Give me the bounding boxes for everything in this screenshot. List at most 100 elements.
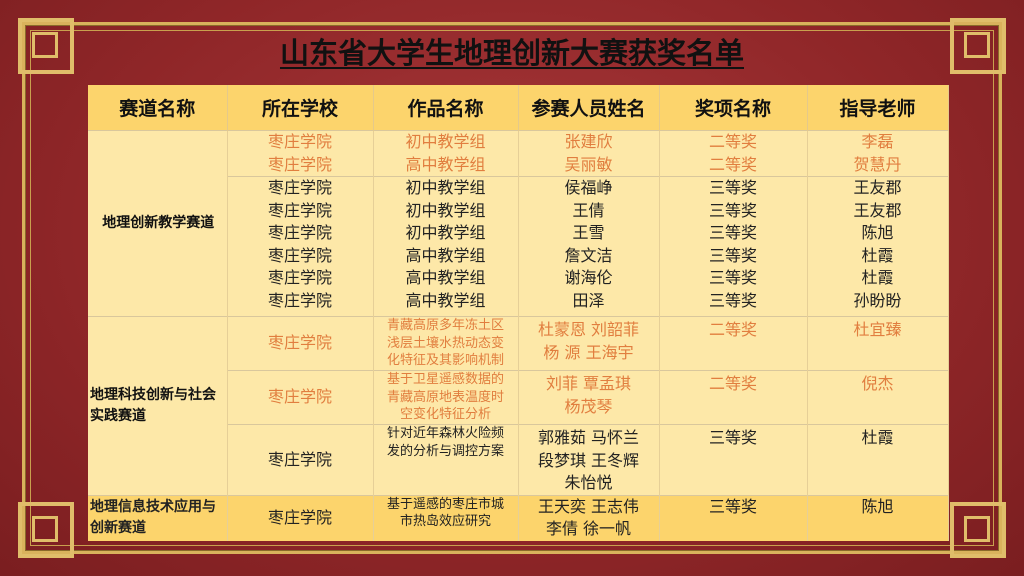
members-line: 谢海伦	[564, 268, 613, 287]
award-line: 三等奖	[708, 428, 757, 447]
award-line: 三等奖	[708, 268, 757, 287]
header-track: 赛道名称	[88, 85, 228, 131]
members-line: 杨 源 王海宇	[543, 342, 634, 362]
work-cell: 针对近年森林火险频 发的分析与调控方案	[373, 424, 519, 495]
award-cell: 三等奖	[659, 424, 808, 495]
advisor-line: 陈旭	[861, 496, 894, 516]
advisor-line: 陈旭	[861, 223, 894, 242]
decorative-frame	[22, 22, 1002, 554]
members-line: 王雪	[572, 223, 605, 242]
members-cell: 刘菲 覃孟琪 杨茂琴	[518, 370, 660, 425]
fretwork-corner-ornament	[18, 18, 74, 74]
work-line: 初中教学组	[405, 178, 486, 197]
advisor-line: 贺慧丹	[853, 154, 902, 174]
members-line: 王倩	[572, 200, 605, 220]
school-line: 枣庄学院	[267, 178, 332, 197]
work-line: 高中教学组	[405, 290, 486, 310]
work-cell: 基于卫星遥感数据的 青藏高原地表温度时 空变化特征分析	[373, 370, 519, 425]
work-line: 初中教学组	[405, 223, 486, 242]
members-line: 杜蒙恩 刘韶菲	[537, 320, 640, 339]
advisor-line: 杜霞	[861, 428, 894, 447]
title-text: 山东省大学生地理创新大赛获奖名单	[279, 36, 744, 70]
school-line: 枣庄学院	[267, 223, 332, 242]
header-members: 参赛人员姓名	[518, 85, 660, 131]
members-line: 李倩 徐一帆	[545, 519, 632, 538]
work-line: 高中教学组	[405, 154, 486, 174]
members-line: 朱怡悦	[564, 473, 613, 492]
work-cell: 基于遥感的枣庄市城 市热岛效应研究	[373, 494, 519, 541]
school-cell: 枣庄学院 枣庄学院 枣庄学院 枣庄学院 枣庄学院 枣庄学院	[227, 176, 374, 317]
table-row: 地理科技创新与社会实践赛道 枣庄学院 青藏高原多年冻土区 浅层土壤水热动态变 化特征及其…	[88, 316, 949, 495]
members-line: 刘菲 覃孟琪	[545, 374, 632, 393]
school-line: 枣庄学院	[267, 333, 332, 353]
members-line: 杨茂琴	[564, 396, 613, 416]
members-line: 侯福峥	[564, 178, 613, 197]
work-line: 高中教学组	[405, 245, 486, 265]
school-cell: 枣庄学院	[227, 370, 374, 425]
members-line: 田泽	[572, 290, 605, 310]
work-line: 空变化特征分析	[399, 407, 491, 422]
members-cell: 杜蒙恩 刘韶菲杨 源 王海宇	[518, 316, 660, 371]
school-cell: 枣庄学院	[227, 424, 374, 495]
track-name-cell: 地理创新教学赛道	[88, 130, 228, 317]
work-line: 高中教学组	[405, 268, 486, 287]
header-award: 奖项名称	[659, 85, 808, 131]
page-title: 山东省大学生地理创新大赛获奖名单	[0, 30, 1024, 72]
advisor-line: 倪杰	[861, 374, 894, 393]
work-line: 青藏高原地表温度时	[386, 389, 504, 405]
school-line: 枣庄学院	[267, 154, 332, 174]
members-cell: 王天奕 王志伟 李倩 徐一帆	[518, 494, 660, 541]
table-row: 枣庄学院 枣庄学院 枣庄学院 枣庄学院 枣庄学院 枣庄学院 初中教学组 初中教学组 初中教学组高…	[88, 176, 949, 317]
award-line: 二等奖	[708, 132, 757, 151]
work-cell: 青藏高原多年冻土区 浅层土壤水热动态变 化特征及其影响机制	[373, 316, 519, 371]
school-line: 枣庄学院	[267, 449, 332, 469]
award-cell: 二等奖	[659, 370, 808, 425]
work-line: 初中教学组	[405, 132, 486, 151]
advisor-line: 杜霞	[861, 268, 894, 287]
work-line: 发的分析与调控方案	[386, 443, 504, 459]
advisor-cell: 李磊 贺慧丹	[807, 130, 949, 177]
award-line: 三等奖	[708, 290, 757, 310]
award-cell: 二等奖	[659, 316, 808, 371]
advisor-cell: 杜霞	[807, 424, 949, 495]
advisor-cell: 陈旭	[807, 494, 949, 541]
advisor-line: 李磊	[861, 132, 894, 151]
award-line: 二等奖	[708, 154, 757, 174]
school-line: 枣庄学院	[267, 387, 332, 407]
work-cell: 初中教学组 初中教学组 初中教学组 高中教学组 高中教学组 高中教学组	[373, 176, 519, 317]
members-cell: 侯福峥 王倩 王雪 詹文洁 谢海伦 田泽	[518, 176, 660, 317]
award-line: 三等奖	[708, 178, 757, 197]
school-line: 枣庄学院	[267, 507, 332, 527]
award-line: 二等奖	[708, 320, 757, 339]
award-line: 三等奖	[708, 200, 757, 220]
advisor-cell: 杜宜臻	[807, 316, 949, 371]
award-line: 二等奖	[708, 374, 757, 393]
school-cell: 枣庄学院	[227, 494, 374, 541]
award-table: 赛道名称 所在学校 作品名称 参赛人员姓名 奖项名称 指导老师 地理创新教学赛道…	[88, 85, 949, 541]
award-cell: 三等奖	[659, 494, 808, 541]
members-line: 王天奕 王志伟	[537, 496, 640, 516]
header-advisor: 指导老师	[807, 85, 949, 131]
advisor-line: 王友郡	[853, 178, 902, 197]
members-line: 吴丽敏	[564, 154, 613, 174]
fretwork-corner-ornament	[950, 502, 1006, 558]
fretwork-corner-ornament	[950, 18, 1006, 74]
advisor-cell: 倪杰	[807, 370, 949, 425]
work-line: 初中教学组	[405, 200, 486, 220]
table-row: 枣庄学院 针对近年森林火险频 发的分析与调控方案 郭雅茹 马怀兰 段梦琪 王冬辉 朱怡悦三…	[88, 424, 949, 495]
award-line: 三等奖	[708, 496, 757, 516]
school-line: 枣庄学院	[267, 200, 332, 220]
advisor-line: 孙盼盼	[853, 290, 902, 310]
advisor-cell: 王友郡 王友郡 陈旭 杜霞 杜霞 孙盼盼	[807, 176, 949, 317]
school-line: 枣庄学院	[267, 132, 332, 151]
header-work: 作品名称	[373, 85, 519, 131]
school-line: 枣庄学院	[267, 268, 332, 287]
advisor-line: 杜霞	[861, 245, 894, 265]
track-name-cell: 地理科技创新与社会实践赛道	[88, 316, 228, 495]
fretwork-corner-ornament	[18, 502, 74, 558]
work-line: 基于卫星遥感数据的	[386, 372, 504, 387]
work-line: 基于遥感的枣庄市城	[386, 496, 504, 512]
award-line: 三等奖	[708, 223, 757, 242]
members-line: 张建欣	[564, 132, 613, 151]
school-cell: 枣庄学院 枣庄学院	[227, 130, 374, 177]
